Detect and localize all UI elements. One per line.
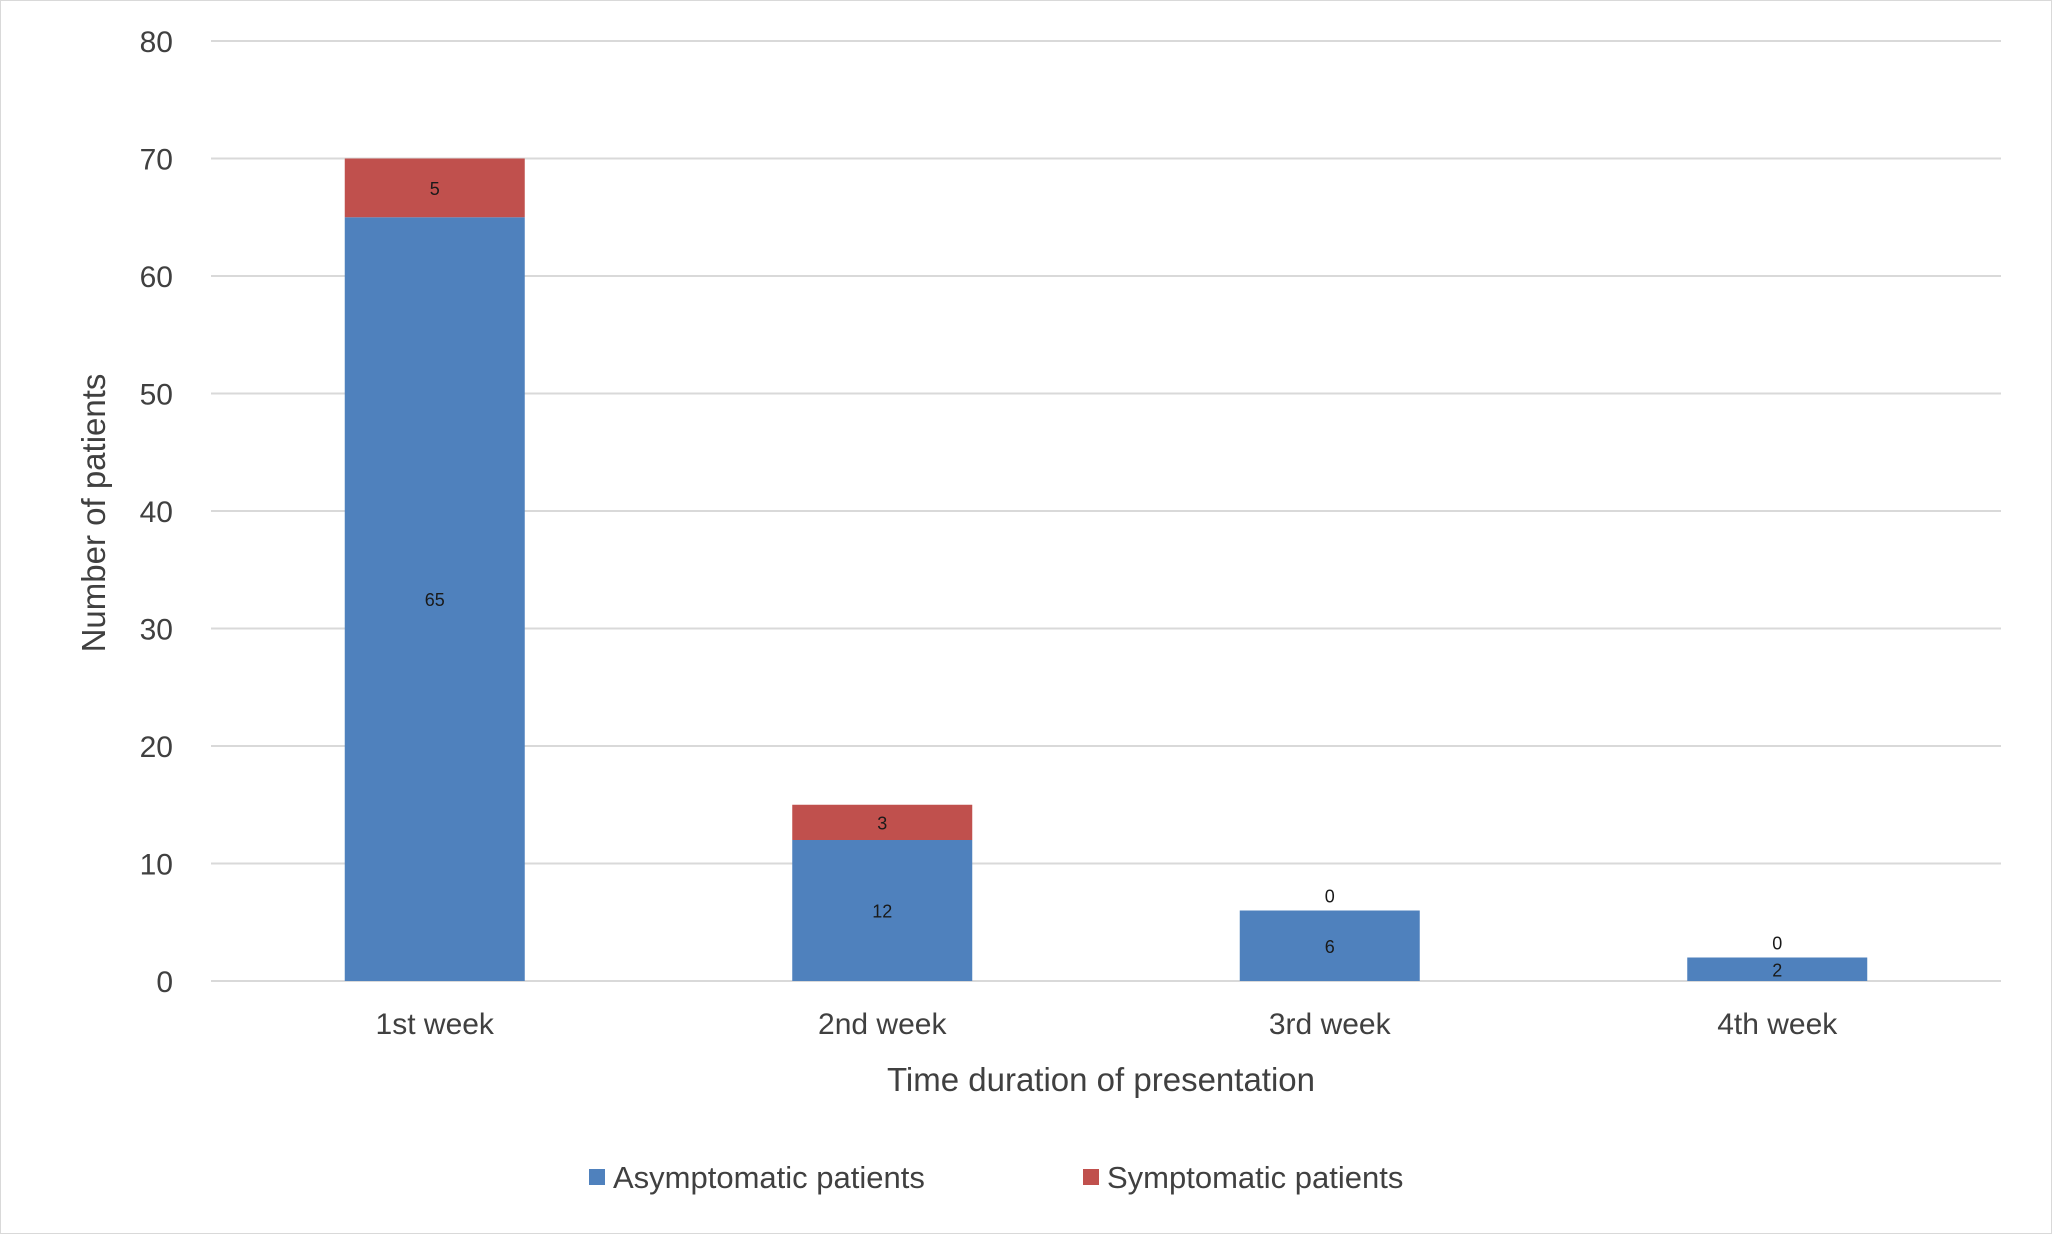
y-tick-label: 50 xyxy=(140,379,173,412)
legend-swatch-asymptomatic xyxy=(589,1169,605,1185)
y-axis-ticks: 0 10 20 30 40 50 60 70 80 xyxy=(140,26,173,999)
bar-asymptomatic-4 xyxy=(1687,957,1868,981)
y-tick-label: 70 xyxy=(140,144,173,177)
y-tick-label: 40 xyxy=(140,496,173,529)
bar-symptomatic-2 xyxy=(792,804,973,840)
data-label: 6 xyxy=(1325,937,1335,957)
y-tick-label: 30 xyxy=(140,614,173,647)
data-labels: 65 5 12 3 6 0 2 0 xyxy=(425,179,1783,980)
data-label: 3 xyxy=(877,813,887,833)
y-tick-label: 10 xyxy=(140,849,173,882)
x-tick-label: 1st week xyxy=(376,1008,495,1041)
data-label: 2 xyxy=(1772,960,1782,980)
y-tick-label: 80 xyxy=(140,26,173,59)
y-axis-title: Number of patients xyxy=(75,374,112,653)
x-tick-label: 2nd week xyxy=(818,1008,947,1041)
bar-symptomatic-1 xyxy=(344,158,525,218)
bars xyxy=(344,158,1868,981)
x-axis-ticks: 1st week 2nd week 3rd week 4th week xyxy=(376,1008,1839,1041)
data-label: 0 xyxy=(1325,887,1335,907)
bar-asymptomatic-2 xyxy=(792,840,973,981)
data-label: 65 xyxy=(425,590,445,610)
y-tick-label: 0 xyxy=(156,966,173,999)
data-label: 12 xyxy=(872,902,892,922)
legend: Asymptomatic patients Symptomatic patient… xyxy=(589,1160,1403,1195)
bar-asymptomatic-3 xyxy=(1239,910,1420,981)
legend-label-symptomatic: Symptomatic patients xyxy=(1107,1160,1403,1195)
x-tick-label: 4th week xyxy=(1717,1008,1838,1041)
data-label: 0 xyxy=(1772,934,1782,954)
y-tick-label: 60 xyxy=(140,261,173,294)
x-tick-label: 3rd week xyxy=(1269,1008,1392,1041)
y-tick-label: 20 xyxy=(140,731,173,764)
legend-label-asymptomatic: Asymptomatic patients xyxy=(613,1160,925,1195)
data-label: 5 xyxy=(430,179,440,199)
x-axis-title: Time duration of presentation xyxy=(887,1061,1315,1098)
bar-asymptomatic-1 xyxy=(344,217,525,981)
legend-swatch-symptomatic xyxy=(1083,1169,1099,1185)
